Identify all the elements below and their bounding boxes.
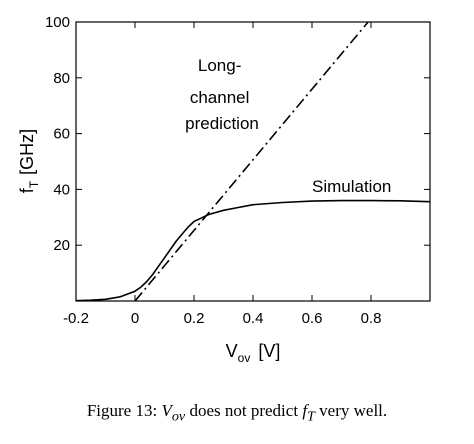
y-axis-title-unit: [GHz]: [17, 129, 37, 175]
caption-v: V: [161, 401, 172, 420]
x-axis-title-main: V: [226, 341, 238, 361]
y-tick-label: 20: [53, 237, 70, 254]
x-tick-label: 0.6: [302, 310, 323, 327]
y-axis-title-sub: T: [27, 180, 41, 188]
x-tick-label: 0.8: [361, 310, 382, 327]
chart-figure: -0.2 0 0.2 0.4 0.6 0.8 20 40 60 80 100 Long- chann…: [17, 14, 431, 365]
x-axis-title: Vov [V]: [226, 341, 281, 365]
annotation-long-channel-line-3: prediction: [185, 114, 259, 133]
x-axis-title-unit: [V]: [258, 341, 280, 361]
tick-marks: [75, 21, 430, 301]
caption-f-sub: T: [307, 408, 315, 425]
annotation-long-channel: Long- channel prediction: [185, 56, 259, 133]
x-tick-label: 0.2: [184, 310, 205, 327]
x-tick-label: 0.4: [243, 310, 264, 327]
y-tick-label: 80: [53, 70, 70, 87]
caption-middle: does not predict: [185, 401, 303, 420]
annotation-simulation: Simulation: [312, 177, 391, 196]
series-layer: [75, 21, 431, 302]
y-axis-title: fT [GHz]: [17, 129, 41, 193]
y-tick-label: 40: [53, 181, 70, 198]
caption-suffix: very well.: [314, 401, 388, 420]
tick-labels: -0.2 0 0.2 0.4 0.6 0.8 20 40 60 80 100: [45, 14, 381, 327]
caption-v-sub: ov: [171, 408, 186, 425]
caption-prefix: Figure 13:: [86, 401, 162, 420]
y-tick-label: 60: [53, 126, 70, 143]
x-tick-label: -0.2: [63, 310, 89, 327]
x-tick-label: 0: [131, 310, 139, 327]
y-axis-title-main: f: [17, 187, 37, 193]
plot-frame: [75, 21, 431, 302]
series-simulation: [75, 199, 431, 302]
figure-caption: Figure 13: Vov does not predict fT very …: [0, 401, 474, 425]
series-long-channel-prediction: [134, 21, 369, 302]
caption-f: f: [302, 401, 308, 420]
annotation-long-channel-line-2: channel: [190, 88, 250, 107]
y-tick-label: 100: [45, 14, 70, 31]
annotation-long-channel-line-1: Long-: [198, 56, 241, 75]
x-axis-title-sub: ov: [238, 351, 251, 365]
